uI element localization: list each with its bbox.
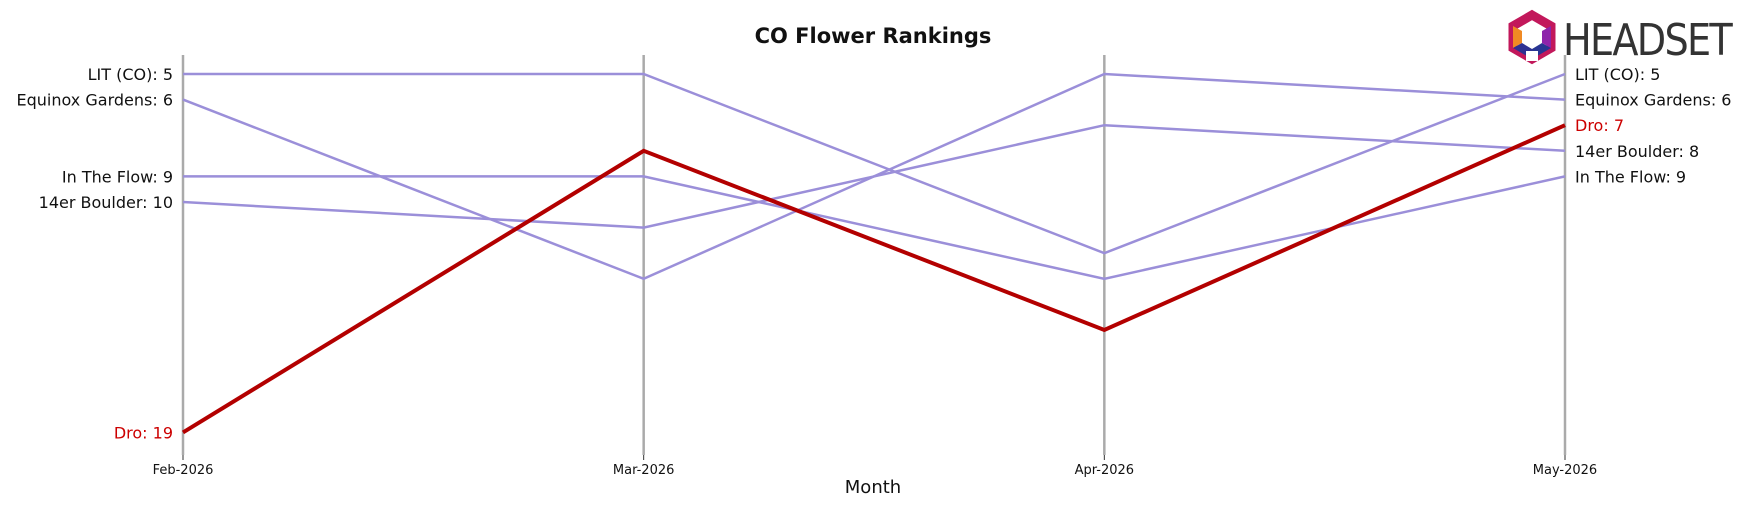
headset-logo: HEADSET [1508, 9, 1735, 66]
left-rank-label: LIT (CO): 5 [88, 65, 173, 84]
series-line-in-the-flow [183, 175, 1566, 281]
right-rank-label: Dro: 7 [1575, 116, 1624, 135]
chart-title: CO Flower Rankings [755, 24, 992, 48]
series-line-dro [181, 123, 1566, 435]
series-lines [181, 72, 1566, 435]
series-line-14er-boulder [182, 123, 1566, 229]
x-axis-title: Month [845, 477, 901, 498]
right-rank-label: In The Flow: 9 [1575, 167, 1686, 186]
right-rank-label: Equinox Gardens: 6 [1575, 91, 1731, 110]
left-rank-label: Dro: 19 [114, 423, 173, 442]
logo-mark-icon [1508, 9, 1556, 65]
right-rank-label: 14er Boulder: 8 [1575, 142, 1699, 161]
right-rank-label: LIT (CO): 5 [1575, 65, 1660, 84]
x-tick-label: Feb-2026 [153, 463, 214, 478]
left-rank-label: 14er Boulder: 10 [39, 193, 173, 212]
left-rank-label: Equinox Gardens: 6 [17, 91, 173, 110]
x-tick-label: Apr-2026 [1075, 463, 1134, 478]
x-tick-label: May-2026 [1533, 463, 1597, 478]
left-rank-label: In The Flow: 9 [62, 167, 173, 186]
series-line-lit-co [183, 72, 1566, 255]
x-tick-label: Mar-2026 [613, 463, 674, 478]
x-tick-labels: Feb-2026 Mar-2026 Apr-2026 May-2026 [153, 463, 1598, 478]
right-rank-labels: LIT (CO): 5 Equinox Gardens: 6 Dro: 7 14er … [1575, 65, 1731, 186]
logo-wordmark: HEADSET [1563, 15, 1733, 66]
left-rank-labels: LIT (CO): 5 Equinox Gardens: 6 In The Flow… [17, 65, 173, 442]
month-axes [181, 55, 1567, 460]
